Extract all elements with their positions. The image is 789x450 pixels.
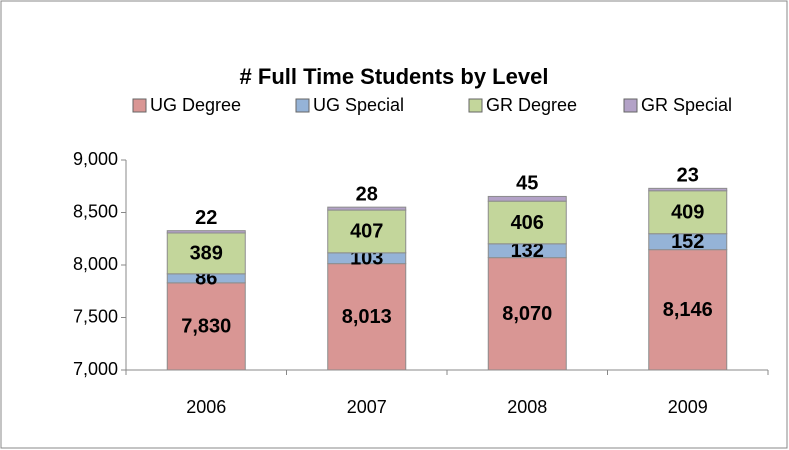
- x-tick-label: 2008: [507, 397, 547, 417]
- data-label: 22: [195, 207, 217, 229]
- x-tick-label: 2007: [347, 397, 387, 417]
- data-label: 389: [190, 243, 223, 265]
- legend-swatch: [623, 98, 638, 113]
- y-tick-label: 9,000: [73, 149, 118, 169]
- chart-title: # Full Time Students by Level: [240, 64, 549, 89]
- y-tick-label: 8,000: [73, 254, 118, 274]
- data-label: 28: [356, 183, 378, 205]
- data-label: 8,070: [502, 303, 552, 325]
- legend-label: GR Degree: [486, 95, 577, 115]
- x-tick-label: 2009: [668, 397, 708, 417]
- data-label: 8,013: [342, 306, 392, 328]
- bar-segment: [327, 206, 407, 211]
- legend-swatch: [468, 98, 483, 113]
- bar-segment: [648, 249, 728, 371]
- data-label: 152: [671, 231, 704, 253]
- legend-swatch: [295, 98, 310, 113]
- data-label: 7,830: [181, 316, 231, 338]
- bar-segment: [487, 200, 567, 245]
- data-label: 45: [516, 173, 538, 195]
- bar-segment: [327, 263, 407, 371]
- data-label: 409: [671, 202, 704, 224]
- data-label: 132: [511, 240, 544, 262]
- legend-label: GR Special: [641, 95, 732, 115]
- legend-label: UG Special: [313, 95, 404, 115]
- data-label: 406: [511, 212, 544, 234]
- bar-segment: [487, 257, 567, 371]
- data-label: 23: [677, 165, 699, 187]
- legend-swatch: [132, 98, 147, 113]
- y-tick-label: 8,500: [73, 201, 118, 221]
- data-label: 407: [350, 221, 383, 243]
- data-label: 8,146: [663, 299, 713, 321]
- bar-segment: [648, 187, 728, 192]
- y-tick-label: 7,500: [73, 306, 118, 326]
- x-tick-label: 2006: [186, 397, 226, 417]
- bar-segment: [487, 195, 567, 202]
- bar-segment: [166, 230, 246, 234]
- bar-segment: [166, 232, 246, 275]
- legend-label: UG Degree: [150, 95, 241, 115]
- y-tick-label: 7,000: [73, 359, 118, 379]
- bar-segment: [327, 209, 407, 254]
